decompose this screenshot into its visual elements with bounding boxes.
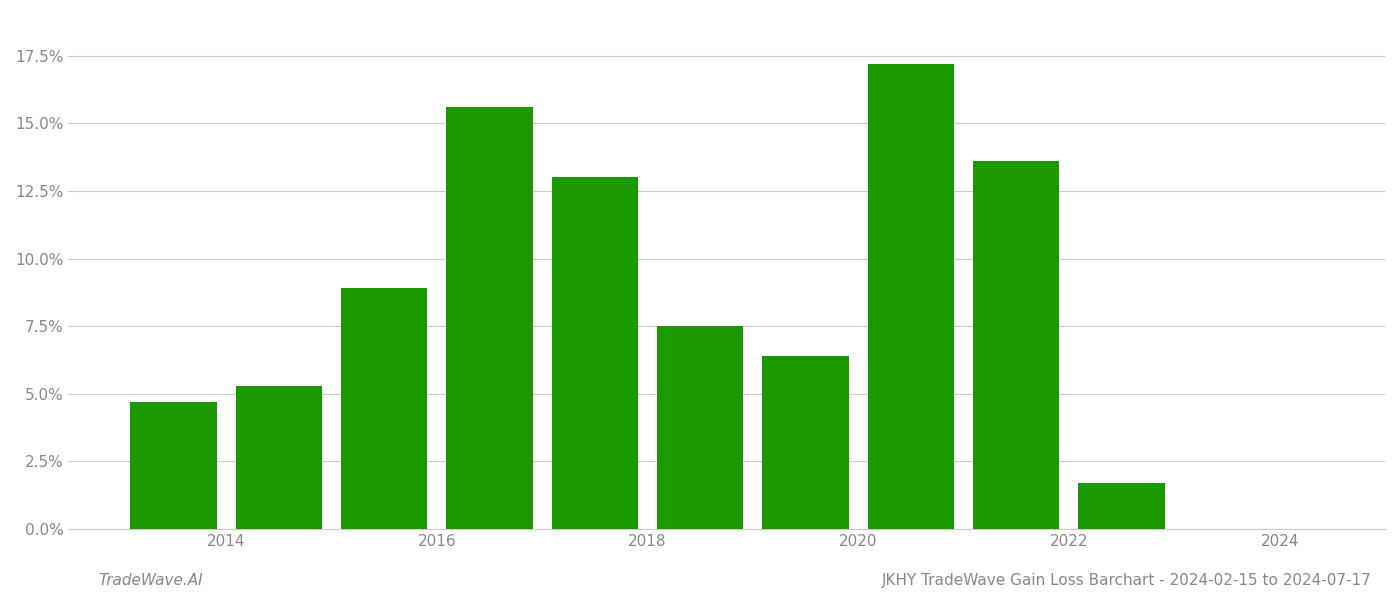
Text: TradeWave.AI: TradeWave.AI bbox=[98, 573, 203, 588]
Bar bbox=[552, 178, 638, 529]
Bar bbox=[1078, 483, 1165, 529]
Bar bbox=[657, 326, 743, 529]
Text: JKHY TradeWave Gain Loss Barchart - 2024-02-15 to 2024-07-17: JKHY TradeWave Gain Loss Barchart - 2024… bbox=[882, 573, 1372, 588]
Bar bbox=[973, 161, 1060, 529]
Bar bbox=[130, 402, 217, 529]
Bar bbox=[868, 64, 955, 529]
Bar bbox=[763, 356, 848, 529]
Bar bbox=[447, 107, 533, 529]
Bar bbox=[235, 386, 322, 529]
Bar bbox=[342, 289, 427, 529]
